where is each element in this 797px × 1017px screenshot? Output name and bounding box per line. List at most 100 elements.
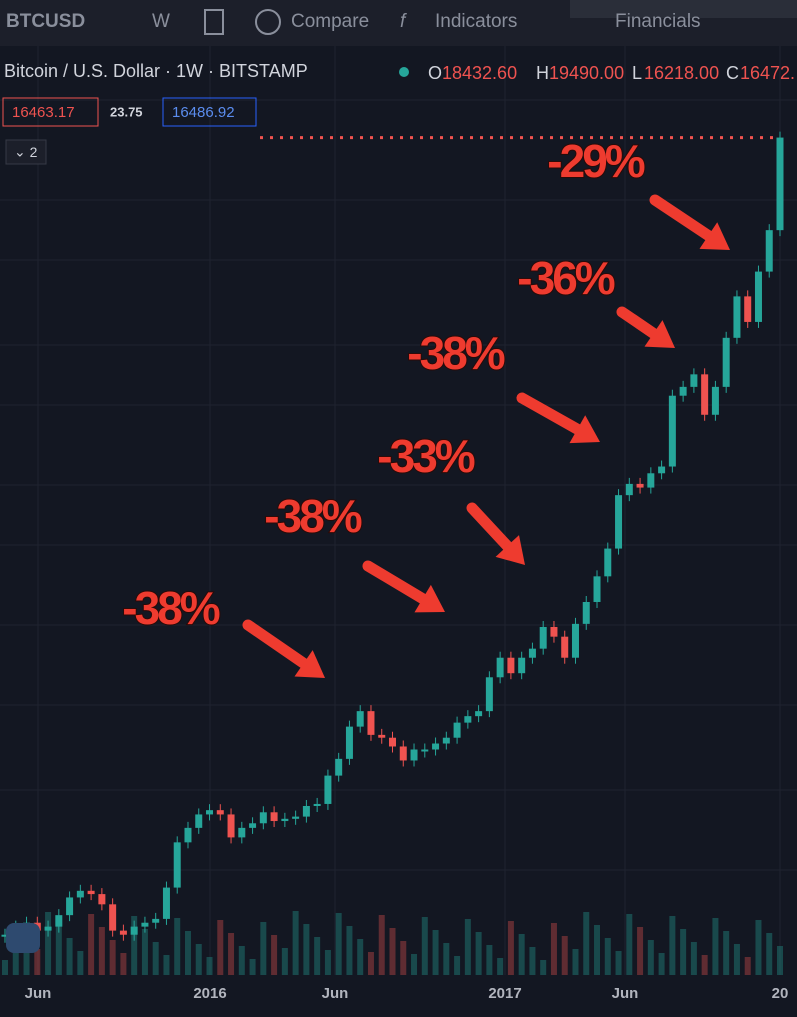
x-axis-label: Jun (25, 985, 52, 1002)
volume-bar (540, 960, 547, 975)
candle (561, 636, 569, 658)
collapse-box[interactable] (5, 139, 47, 165)
candle (442, 737, 450, 744)
candle (432, 743, 440, 750)
volume-bar (45, 912, 52, 975)
volume-bar (518, 934, 525, 975)
candle (98, 894, 106, 905)
volume-bar (529, 947, 536, 975)
indicators-button[interactable]: Indicators (435, 11, 517, 32)
drawdown-label: -38% (264, 490, 361, 542)
volume-bar (497, 958, 504, 975)
candle (324, 775, 332, 804)
compare-icon[interactable] (255, 9, 281, 35)
volume-bar (507, 921, 514, 975)
drawdown-label: -36% (517, 252, 614, 304)
candle (356, 711, 364, 727)
close-label: C (726, 63, 739, 83)
volume-bar (690, 942, 697, 975)
candle (1, 934, 9, 937)
interval[interactable]: W (152, 11, 170, 32)
arrow-shaft (649, 194, 714, 242)
volume-bar (88, 914, 95, 975)
volume-bar (217, 920, 224, 975)
candle (367, 711, 375, 735)
collapsed-count[interactable]: ⌄ 2 (14, 144, 38, 160)
arrow-head (644, 320, 675, 348)
compare-button[interactable]: Compare (291, 11, 369, 32)
candle (615, 495, 623, 549)
volume-bar (766, 933, 773, 975)
candle (550, 626, 558, 637)
candle (141, 922, 149, 927)
candle (55, 915, 63, 927)
spread: 23.75 (110, 104, 143, 119)
volume-bar (626, 914, 633, 975)
drawdown-label: -33% (377, 430, 474, 482)
volume-bar (733, 944, 740, 975)
candle (152, 918, 160, 923)
candle (259, 812, 267, 824)
volume-bar (206, 957, 213, 975)
volume-bar (152, 942, 159, 975)
financials-button[interactable]: Financials (615, 11, 701, 32)
candle (722, 337, 730, 387)
arrow-head (569, 415, 600, 444)
volume-bar (561, 936, 568, 975)
volume-bar (163, 955, 170, 975)
x-axis-label: 2017 (488, 985, 521, 1002)
volume-bar (174, 918, 181, 975)
volume-bar (77, 951, 84, 975)
volume-bar (604, 938, 611, 975)
volume-bar (292, 911, 299, 975)
candle (399, 746, 407, 761)
candle (227, 814, 235, 838)
candle (76, 890, 84, 898)
annotations: -29%-36%-38%-33%-38%-38% (121, 134, 648, 635)
candle (453, 722, 461, 738)
volume-bar (195, 944, 202, 975)
volume-bar (647, 940, 654, 975)
high-value: 19490.00 (549, 63, 624, 83)
candle (410, 749, 418, 761)
arrow-shaft (616, 306, 659, 339)
volume-bar (238, 946, 245, 975)
volume-bar (34, 949, 41, 975)
candle (206, 810, 214, 815)
candle (485, 677, 493, 712)
collapsed-count-value[interactable]: 2 (30, 144, 38, 160)
arrow-shaft (242, 619, 310, 669)
arrow-head (495, 535, 525, 565)
volume-bar (389, 928, 396, 975)
x-axis-label: 2016 (193, 985, 226, 1002)
candle (754, 271, 762, 322)
candle (162, 887, 170, 919)
arrow-shaft (466, 502, 513, 552)
open-label: O (428, 63, 442, 83)
volume-bar (378, 915, 385, 975)
candle (109, 904, 117, 931)
volume-bar (23, 936, 30, 975)
arrow-head (294, 650, 325, 678)
volume-bar (303, 924, 310, 975)
indicators-icon[interactable]: f (400, 11, 407, 32)
volume-bar (443, 943, 450, 975)
volume-bar (324, 950, 331, 975)
candle (184, 827, 192, 843)
x-axis-label: Jun (322, 985, 349, 1002)
candle (44, 926, 52, 931)
chart-style-icon[interactable] (204, 9, 224, 35)
candle (658, 466, 666, 474)
volume-bar (314, 937, 321, 975)
volume-bar (637, 927, 644, 975)
candle (539, 626, 547, 649)
candle (195, 814, 203, 828)
volume-bar (669, 916, 676, 975)
candle (496, 657, 504, 678)
drawdown-label: -38% (407, 327, 504, 379)
symbol[interactable]: BTCUSD (6, 11, 85, 32)
candle (216, 810, 224, 815)
candle (87, 890, 95, 895)
volume-bar (281, 948, 288, 975)
